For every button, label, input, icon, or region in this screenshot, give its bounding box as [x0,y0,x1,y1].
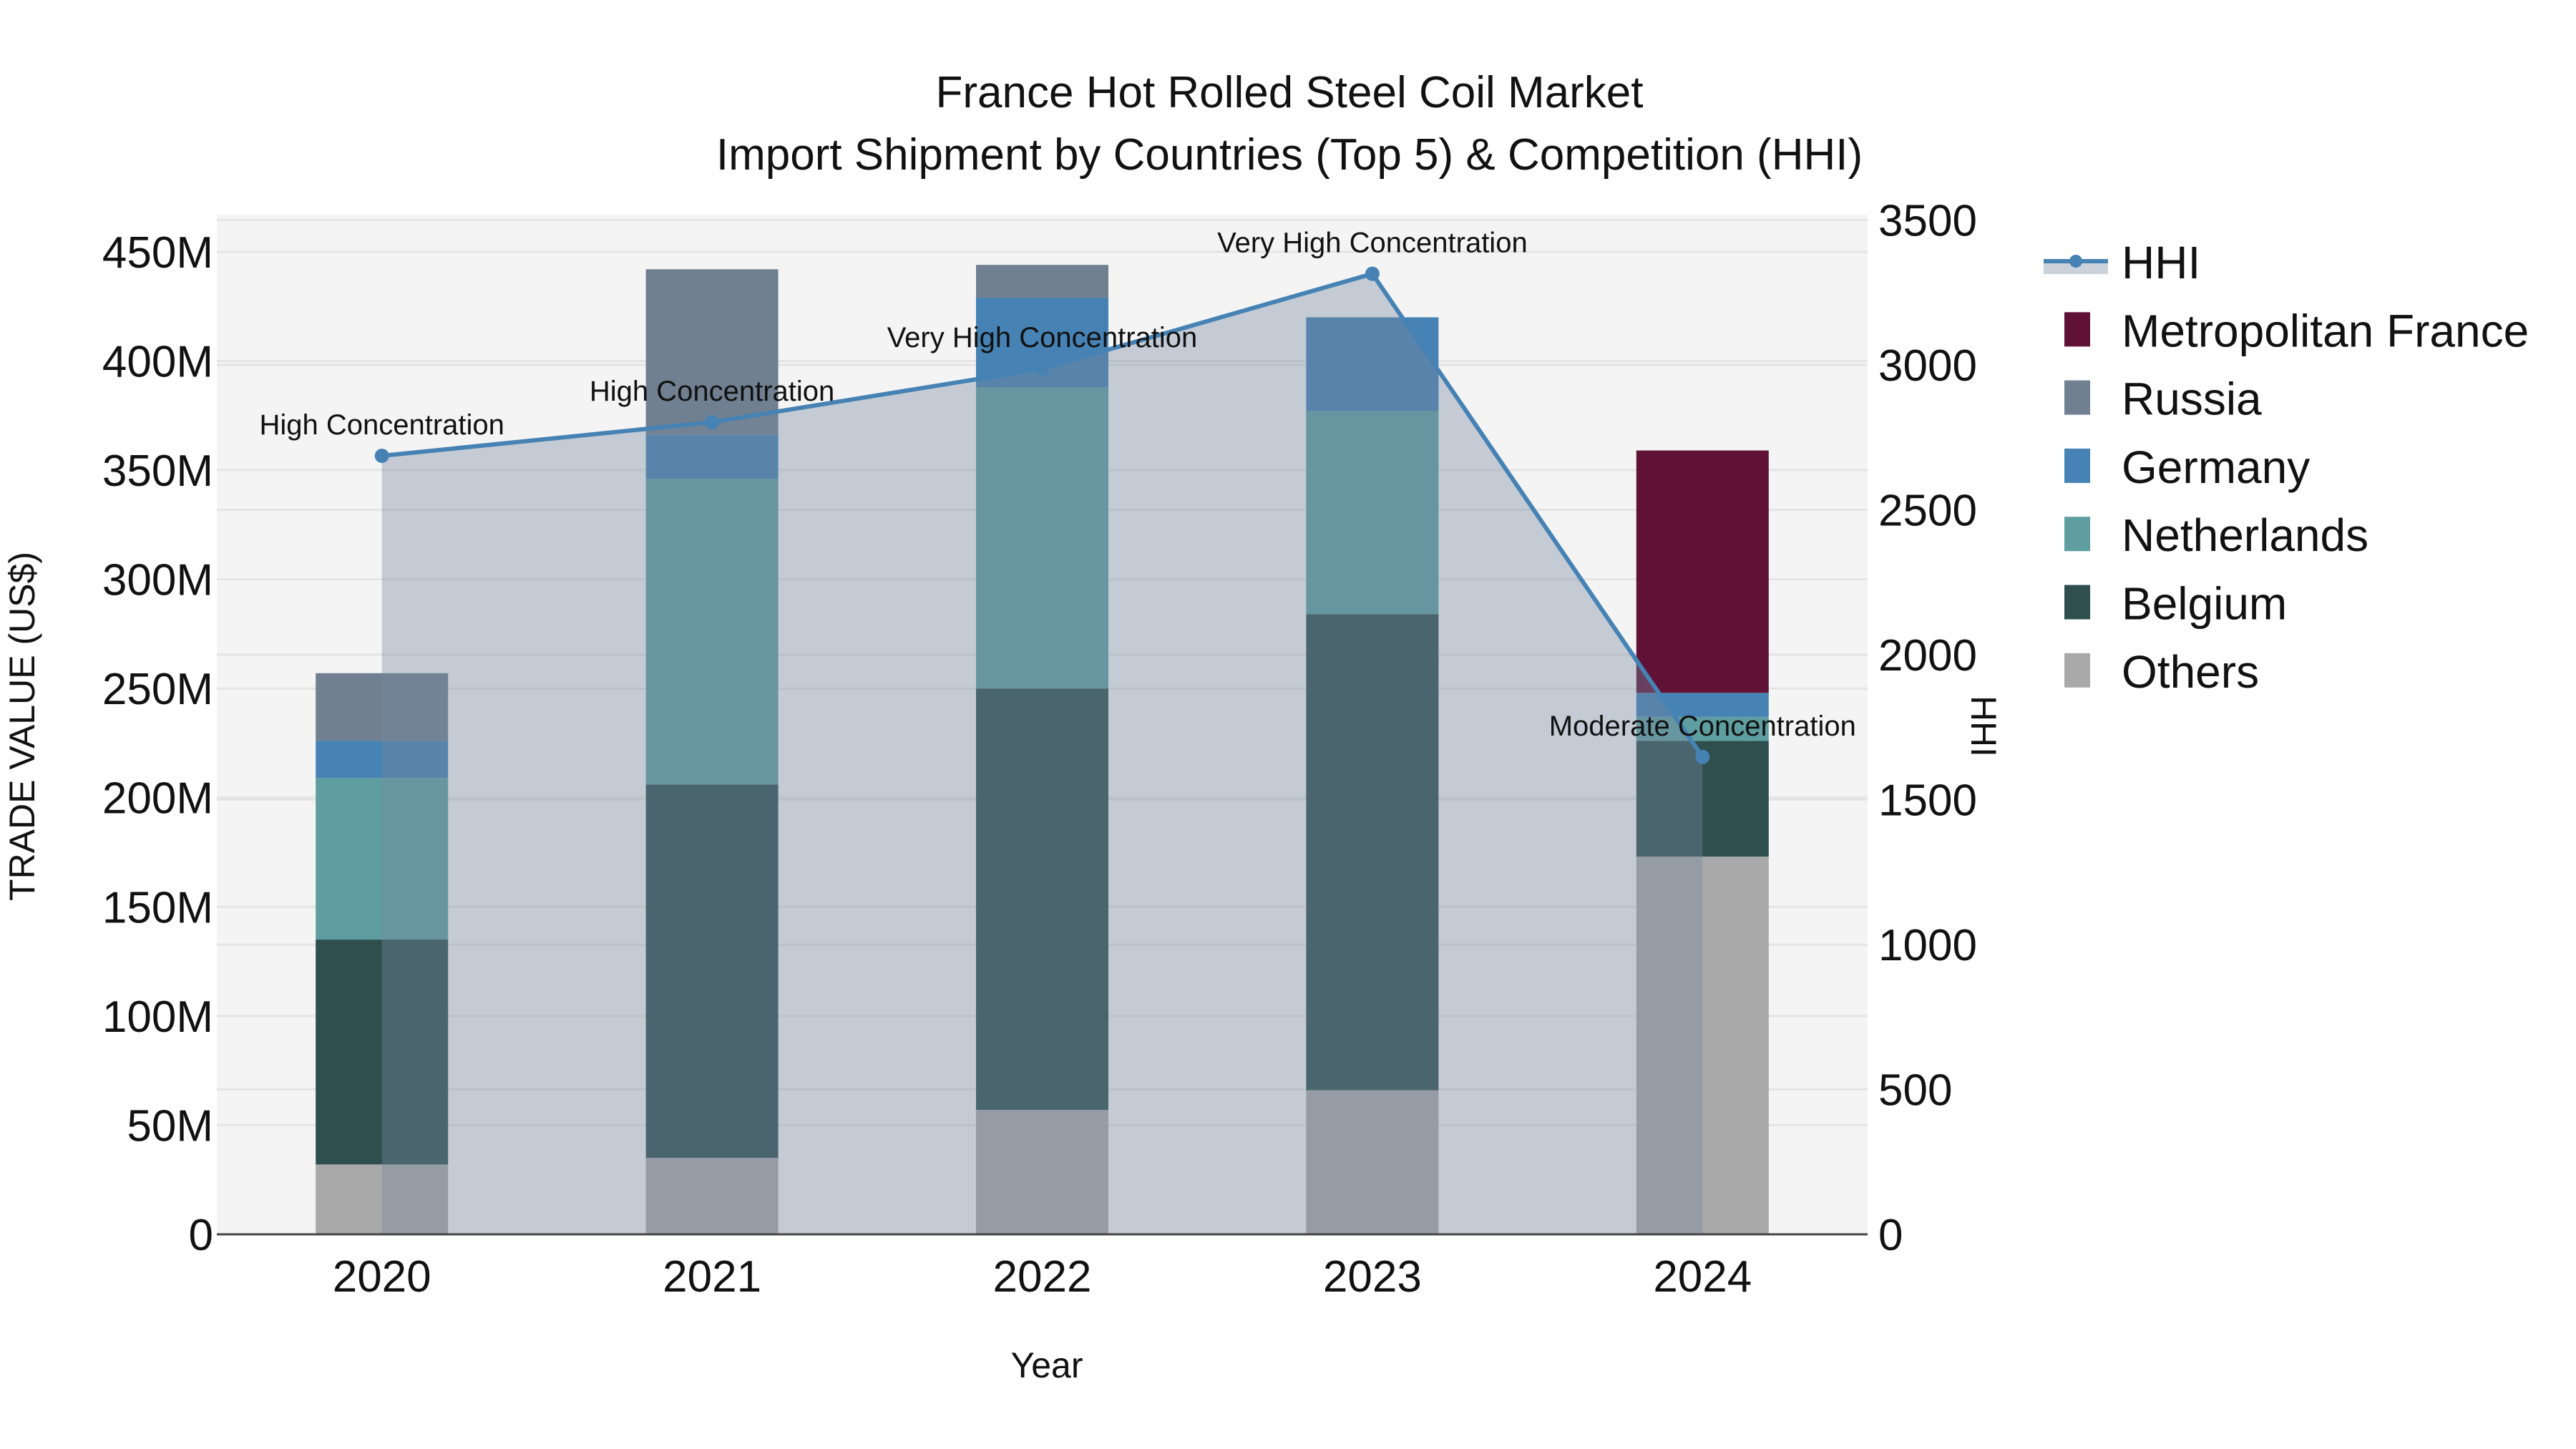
x-tick-label-2020: 2020 [333,1252,431,1302]
bar-segment-russia-2022[interactable] [976,265,1108,298]
bar-segment-others-2024[interactable] [1636,857,1769,1234]
bar-segment-netherlands-2023[interactable] [1306,411,1439,615]
hhi-marker-2020[interactable] [374,449,389,464]
bar-segment-netherlands-2024[interactable] [1636,716,1769,741]
x-tick-label-2021: 2021 [663,1252,761,1302]
legend-marker-icon [2069,255,2082,268]
hhi-annotation-2023: Very High Concentration [1217,228,1528,259]
hhi-annotations: High Concentration High Concentration Very… [259,228,1855,742]
hhi-annotation-2020: High Concentration [259,409,504,441]
bar-segment-metropolitan-france-2024[interactable] [1636,450,1769,693]
bar-segment-others-2021[interactable] [645,1158,779,1234]
y2-axis-title: HHI [1963,696,2004,757]
legend-item-others[interactable]: Others [2064,646,2259,698]
y-tick-label: 150M [102,883,213,932]
x-axis-title: Year [1010,1345,1083,1385]
y2-axis-ticks: 0 500 1000 1500 2000 2500 3000 3500 [1878,196,1977,1260]
bar-segment-germany-2020[interactable] [316,741,449,779]
bar-segment-others-2022[interactable] [976,1110,1108,1234]
x-tick-label-2023: 2023 [1323,1252,1422,1302]
legend-color-swatch [2064,517,2090,552]
y-tick-label: 300M [102,556,213,605]
hhi-annotation-2024: Moderate Concentration [1549,711,1856,742]
stacked-bars [316,265,1769,1234]
legend-label: Germany [2122,441,2310,493]
bar-segment-belgium-2022[interactable] [976,688,1108,1111]
hhi-annotation-2021: High Concentration [590,376,834,407]
y-tick-label: 250M [102,665,213,714]
hhi-line [374,266,1710,764]
legend-color-swatch [2064,380,2090,415]
y2-tick-label: 3000 [1878,341,1977,391]
legend-item-metropolitan-france[interactable]: Metropolitan France [2064,305,2529,356]
bar-segment-germany-2024[interactable] [1636,693,1769,717]
hhi-marker-2024[interactable] [1695,749,1710,764]
hhi-marker-2022[interactable] [1035,361,1050,376]
y-tick-label: 450M [102,228,213,278]
bar-segment-netherlands-2022[interactable] [976,387,1108,689]
y2-tick-label: 3500 [1878,196,1977,245]
legend-item-hhi[interactable]: HHI [2044,237,2200,288]
y2-tick-label: 1000 [1878,921,1977,970]
legend: HHI Metropolitan France Russia Germany Nethe… [2044,237,2529,698]
hhi-annotation-2022: Very High Concentration [887,322,1198,353]
y2-tick-label: 2000 [1878,631,1977,680]
y-tick-label: 0 [189,1211,213,1260]
legend-label: Metropolitan France [2122,305,2529,356]
bar-segment-belgium-2020[interactable] [316,940,449,1165]
bar-segment-russia-2021[interactable] [645,269,779,436]
legend-item-belgium[interactable]: Belgium [2064,578,2287,630]
legend-label: Belgium [2122,578,2287,630]
legend-item-germany[interactable]: Germany [2064,441,2310,493]
legend-color-swatch [2064,585,2090,620]
y2-tick-label: 2500 [1878,486,1977,535]
bar-segment-netherlands-2021[interactable] [645,479,779,785]
y-axis-ticks: 0 50M 100M 150M 200M 250M 300M 350M 400M 450M [102,228,213,1260]
legend-color-swatch [2064,312,2090,347]
legend-item-russia[interactable]: Russia [2064,374,2262,425]
bar-segment-netherlands-2020[interactable] [316,778,449,940]
y2-tick-label: 500 [1878,1065,1952,1115]
bar-segment-germany-2021[interactable] [645,435,779,479]
x-axis-ticks: 2020 2021 2022 2023 2024 [333,1252,1752,1302]
y-tick-label: 100M [102,992,213,1042]
y-tick-label: 400M [102,337,213,386]
x-tick-label-2024: 2024 [1653,1252,1752,1302]
bar-segment-others-2023[interactable] [1306,1090,1439,1234]
y2-tick-label: 0 [1878,1211,1903,1260]
bar-segment-germany-2023[interactable] [1306,317,1439,411]
hhi-marker-2021[interactable] [705,415,720,430]
y-tick-label: 350M [102,447,213,496]
chart-subtitle: Import Shipment by Countries (Top 5) & C… [716,130,1863,180]
legend-label: Others [2122,646,2259,698]
y-tick-label: 200M [102,774,213,824]
y-axis-title: TRADE VALUE (US$) [2,552,42,901]
legend-label: Russia [2122,374,2262,425]
bar-segment-belgium-2023[interactable] [1306,614,1439,1091]
bar-segment-russia-2020[interactable] [316,673,449,741]
legend-label: HHI [2122,237,2200,288]
hhi-area-fill [381,273,1703,1234]
hhi-marker-2023[interactable] [1365,266,1380,281]
chart-title: France Hot Rolled Steel Coil Market [936,68,1644,117]
legend-item-netherlands[interactable]: Netherlands [2064,509,2368,561]
hhi-area [381,273,1703,1234]
bar-segment-belgium-2021[interactable] [645,784,779,1158]
x-tick-label-2022: 2022 [993,1252,1092,1302]
bar-segment-others-2020[interactable] [316,1164,449,1234]
y-tick-label: 50M [127,1101,213,1151]
y2-tick-label: 1500 [1878,776,1977,825]
legend-color-swatch [2064,448,2090,483]
legend-color-swatch [2064,653,2090,688]
legend-label: Netherlands [2122,509,2368,561]
